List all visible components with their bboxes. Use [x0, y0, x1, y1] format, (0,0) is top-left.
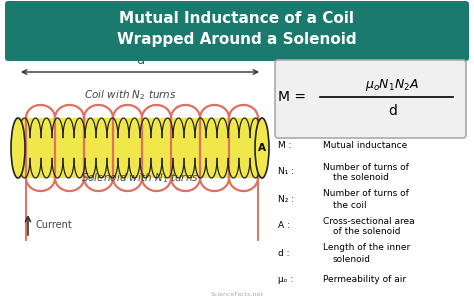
- Text: ScienceFacts.net: ScienceFacts.net: [210, 292, 264, 298]
- Text: A: A: [258, 143, 266, 153]
- Text: solenoid: solenoid: [333, 255, 371, 264]
- Text: of the solenoid: of the solenoid: [333, 228, 401, 237]
- Text: d: d: [136, 54, 144, 67]
- Text: the coil: the coil: [333, 201, 366, 209]
- Text: Mutual Inductance of a Coil
Wrapped Around a Solenoid: Mutual Inductance of a Coil Wrapped Arou…: [117, 11, 357, 47]
- Text: A :: A :: [278, 221, 290, 231]
- Text: Length of the inner: Length of the inner: [323, 244, 410, 252]
- Text: Mutual inductance: Mutual inductance: [323, 141, 407, 149]
- FancyBboxPatch shape: [5, 1, 469, 61]
- Text: Coil with N$_2$ turns: Coil with N$_2$ turns: [83, 88, 176, 102]
- Text: N₁ :: N₁ :: [278, 168, 294, 177]
- Text: d :: d :: [278, 248, 290, 258]
- Bar: [18, 118, 262, 178]
- Text: the solenoid: the solenoid: [333, 174, 389, 182]
- Text: M :: M :: [278, 141, 292, 149]
- Text: Solenoid with N$_1$ turns: Solenoid with N$_1$ turns: [81, 171, 199, 185]
- Ellipse shape: [11, 118, 25, 178]
- Text: $\mu_o N_1 N_2 A$: $\mu_o N_1 N_2 A$: [365, 77, 419, 93]
- Text: Permeability of air: Permeability of air: [323, 275, 406, 285]
- FancyBboxPatch shape: [275, 60, 466, 138]
- Text: Current: Current: [36, 220, 73, 230]
- Text: μₒ :: μₒ :: [278, 275, 293, 285]
- Text: Number of turns of: Number of turns of: [323, 189, 409, 198]
- Text: d: d: [388, 104, 397, 118]
- Text: N₂ :: N₂ :: [278, 195, 294, 204]
- Ellipse shape: [255, 118, 269, 178]
- Text: M =: M =: [278, 90, 306, 104]
- Text: Cross-sectional area: Cross-sectional area: [323, 217, 415, 225]
- Text: Number of turns of: Number of turns of: [323, 162, 409, 171]
